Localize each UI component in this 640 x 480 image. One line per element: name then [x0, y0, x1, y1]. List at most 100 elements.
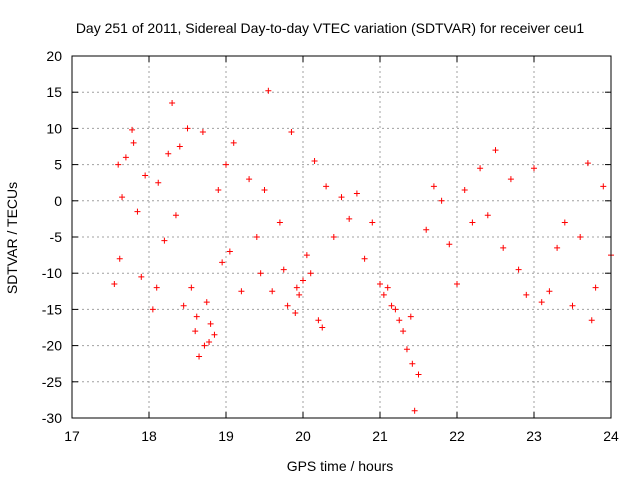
data-point — [396, 317, 403, 324]
data-point — [438, 197, 445, 204]
data-point — [303, 252, 310, 259]
data-point — [211, 331, 218, 338]
data-point — [223, 161, 229, 168]
data-point — [288, 129, 295, 136]
y-tick-label: -25 — [42, 374, 62, 390]
data-points — [111, 87, 614, 414]
y-tick-label: 10 — [46, 120, 62, 136]
data-point — [207, 320, 214, 327]
data-point — [169, 100, 176, 107]
data-point — [115, 161, 122, 168]
data-point — [361, 255, 368, 262]
grid-lines — [72, 56, 611, 418]
data-point — [142, 172, 149, 179]
data-point — [201, 342, 208, 349]
data-point — [454, 281, 460, 288]
data-point — [446, 241, 453, 248]
data-point — [346, 215, 353, 222]
data-point — [423, 226, 430, 233]
data-point — [129, 126, 136, 133]
data-point — [193, 313, 200, 320]
x-tick-label: 24 — [603, 428, 619, 444]
data-point — [484, 212, 491, 219]
data-point — [122, 154, 129, 161]
data-point — [293, 284, 300, 291]
axis-ticks: 17 18 19 20 21 22 23 24 -30 -25 -20 -15 -10 -5 0 5 10 15 2… — [42, 48, 619, 444]
data-point — [330, 234, 337, 240]
y-tick-label: -30 — [42, 410, 62, 426]
data-point — [280, 266, 287, 273]
data-point — [265, 87, 272, 94]
data-point — [253, 234, 260, 240]
data-point — [592, 284, 599, 291]
x-tick-label: 17 — [64, 428, 80, 444]
data-point — [500, 244, 507, 251]
x-tick-label: 23 — [526, 428, 542, 444]
x-tick-label: 18 — [141, 428, 157, 444]
data-point — [111, 281, 118, 288]
data-point — [161, 237, 168, 244]
y-axis-label: SDTVAR / TECUs — [4, 182, 20, 294]
data-point — [284, 302, 291, 309]
data-point — [515, 266, 522, 273]
data-point — [561, 219, 568, 226]
data-point — [296, 291, 303, 298]
data-point — [492, 147, 499, 154]
data-point — [400, 328, 407, 335]
y-tick-label: 20 — [46, 48, 62, 64]
data-point — [292, 310, 299, 317]
data-point — [323, 183, 330, 190]
data-point — [269, 288, 276, 295]
data-point — [523, 291, 530, 298]
data-point — [134, 208, 141, 215]
data-point — [153, 284, 160, 291]
x-axis-label: GPS time / hours — [287, 458, 394, 474]
data-point — [388, 302, 395, 309]
data-point — [238, 288, 245, 295]
x-tick-label: 22 — [449, 428, 465, 444]
data-point — [477, 165, 484, 172]
data-point — [380, 291, 387, 298]
x-tick-label: 19 — [218, 428, 234, 444]
data-point — [311, 157, 318, 164]
y-tick-label: -20 — [42, 338, 62, 354]
data-point — [377, 281, 383, 288]
data-point — [588, 317, 595, 324]
data-point — [469, 219, 476, 226]
y-tick-label: -5 — [50, 229, 63, 245]
data-point — [392, 306, 399, 313]
data-point — [415, 371, 422, 378]
data-point — [155, 179, 162, 186]
y-tick-label: -10 — [42, 265, 62, 281]
data-point — [257, 270, 264, 277]
data-point — [577, 234, 584, 240]
data-point — [219, 259, 226, 266]
data-point — [409, 360, 416, 367]
data-point — [119, 194, 126, 201]
data-point — [199, 129, 206, 136]
data-point — [188, 284, 195, 291]
data-point — [407, 313, 414, 320]
data-point — [176, 143, 183, 150]
data-point — [116, 255, 123, 262]
data-point — [130, 139, 137, 146]
data-point — [461, 186, 468, 193]
data-point — [206, 338, 213, 345]
data-point — [203, 299, 210, 306]
y-tick-label: 5 — [54, 157, 62, 173]
x-tick-label: 21 — [372, 428, 388, 444]
data-point — [411, 407, 418, 414]
data-point — [384, 284, 391, 291]
data-point — [196, 353, 203, 360]
chart-title: Day 251 of 2011, Sidereal Day-to-day VTE… — [76, 20, 585, 36]
data-point — [538, 299, 545, 306]
data-point — [300, 277, 306, 284]
data-point — [276, 219, 283, 226]
data-point — [600, 183, 607, 190]
data-point — [180, 302, 187, 309]
data-point — [554, 244, 561, 251]
data-point — [192, 328, 199, 335]
y-tick-label: 0 — [54, 193, 62, 209]
data-point — [138, 273, 145, 280]
